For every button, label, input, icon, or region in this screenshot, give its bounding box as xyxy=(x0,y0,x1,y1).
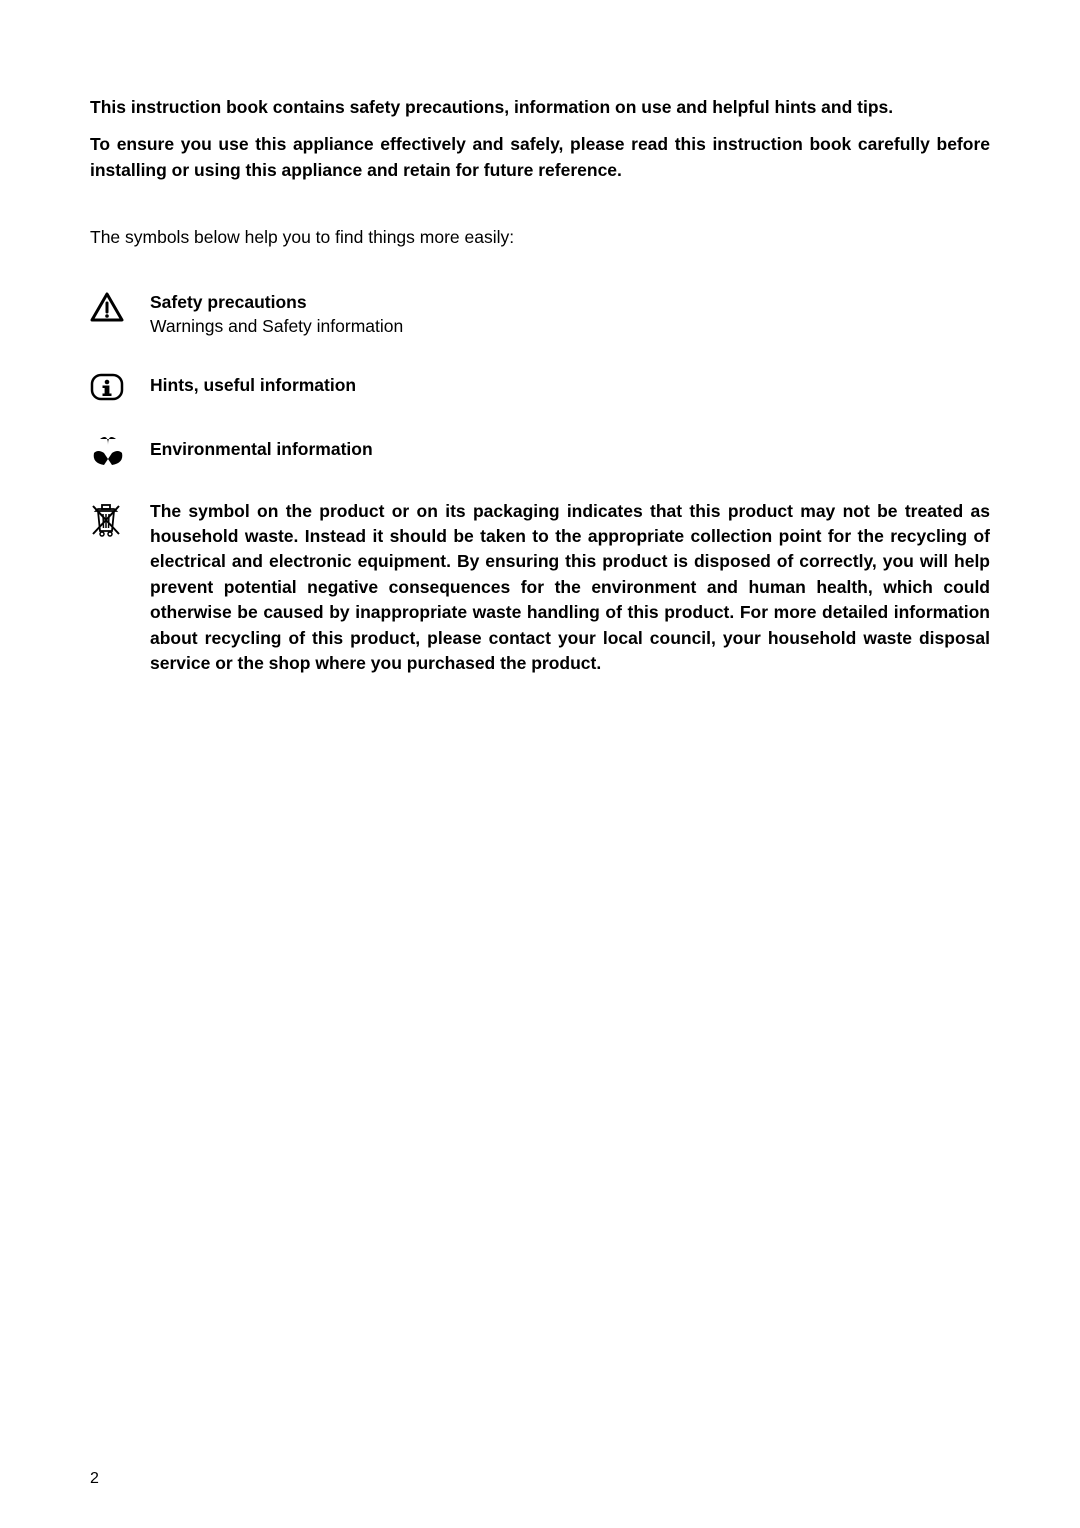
recycling-text: The symbol on the product or on its pack… xyxy=(150,499,990,677)
row-recycling: The symbol on the product or on its pack… xyxy=(90,499,990,677)
row-hints: Hints, useful information xyxy=(90,371,990,401)
symbols-intro: The symbols below help you to find thing… xyxy=(90,225,990,250)
eco-hands-icon xyxy=(90,433,150,467)
row-environment: Environmental information xyxy=(90,433,990,467)
recycling-body: The symbol on the product or on its pack… xyxy=(150,499,990,677)
environment-text: Environmental information xyxy=(150,437,990,462)
intro-line-1: This instruction book contains safety pr… xyxy=(90,95,990,120)
warning-triangle-icon xyxy=(90,290,150,322)
environment-title: Environmental information xyxy=(150,437,990,462)
page-content: This instruction book contains safety pr… xyxy=(0,0,1080,1528)
page-number: 2 xyxy=(90,1470,99,1488)
safety-title: Safety precautions xyxy=(150,290,990,315)
hints-title: Hints, useful information xyxy=(150,373,990,398)
weee-bin-icon xyxy=(90,499,150,537)
safety-subtitle: Warnings and Safety information xyxy=(150,314,990,339)
hints-text: Hints, useful information xyxy=(150,373,990,398)
intro-line-2: To ensure you use this appliance effecti… xyxy=(90,132,990,183)
safety-text: Safety precautions Warnings and Safety i… xyxy=(150,290,990,339)
row-safety: Safety precautions Warnings and Safety i… xyxy=(90,290,990,339)
info-rounded-icon xyxy=(90,371,150,401)
